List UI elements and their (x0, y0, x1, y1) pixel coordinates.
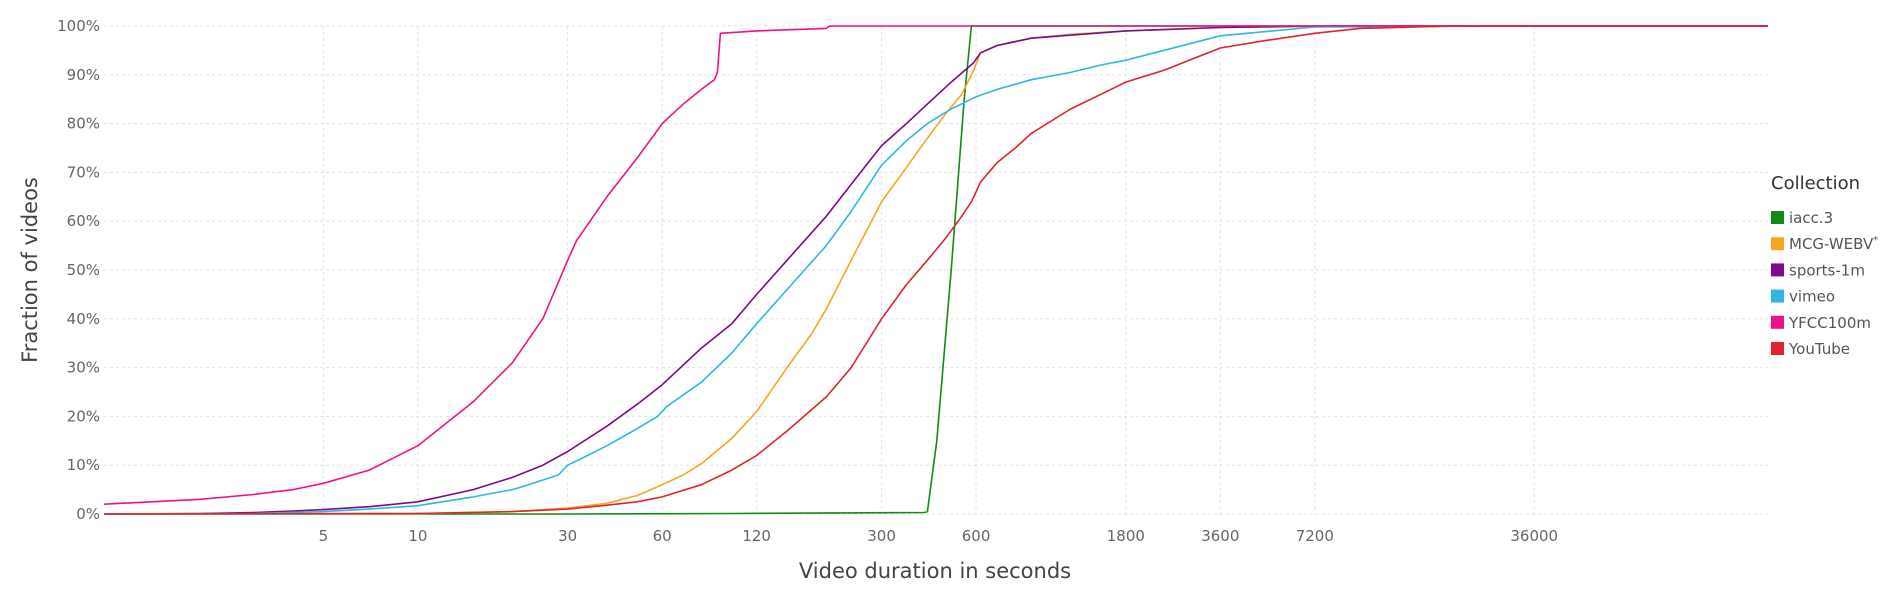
series-line-youtube (103, 25, 1768, 515)
x-tick-label: 7200 (1296, 527, 1334, 545)
x-tick-label: 5 (319, 527, 329, 545)
x-tick-label: 1800 (1107, 527, 1145, 545)
series-line-iacc-3 (104, 25, 1768, 515)
x-tick-label: 120 (742, 527, 771, 545)
legend-item-youtube: YouTube (1771, 340, 1850, 358)
legend-swatch (1771, 289, 1784, 303)
y-tick-label: 70% (67, 163, 100, 181)
series-line-sports-1m (103, 25, 1768, 515)
y-tick-label: 50% (67, 261, 100, 279)
legend-swatch (1771, 263, 1784, 277)
y-tick-label: 60% (67, 212, 100, 230)
legend-item-mcg-webv: MCG-WEBV* (1771, 235, 1878, 253)
legend-label: YFCC100m (1788, 314, 1871, 332)
x-tick-label: 300 (867, 527, 896, 545)
y-axis-ticks: 0% 10% 20% 30% 40% 50% 60% 70% 80% 90% 100% (57, 17, 100, 523)
legend-item-yfcc100m: YFCC100m (1771, 314, 1871, 332)
legend-swatch (1771, 315, 1784, 329)
y-tick-label: 100% (57, 17, 100, 35)
x-tick-label: 36000 (1510, 527, 1558, 545)
y-axis-title: Fraction of videos (18, 177, 42, 363)
legend-title: Collection (1771, 173, 1860, 194)
x-tick-label: 3600 (1201, 527, 1239, 545)
grid (104, 25, 1768, 515)
y-tick-label: 90% (67, 66, 100, 84)
series-line-vimeo (103, 25, 1768, 515)
legend-item-sports-1m: sports-1m (1771, 261, 1865, 279)
legend-label: vimeo (1789, 288, 1835, 306)
y-tick-label: 80% (67, 115, 100, 133)
x-tick-label: 10 (408, 527, 427, 545)
x-axis-title: Video duration in seconds (799, 559, 1071, 583)
x-tick-label: 60 (653, 527, 672, 545)
legend-label: MCG-WEBV* (1789, 235, 1878, 253)
legend-label: YouTube (1788, 340, 1850, 358)
series-line-yfcc100m (103, 25, 1768, 505)
series-lines (103, 25, 1768, 515)
y-tick-label: 30% (67, 359, 100, 377)
x-axis-ticks: 5 10 30 60 120 300 600 1800 3600 7200 36000 (319, 527, 1558, 545)
legend-item-iacc-3: iacc.3 (1771, 209, 1833, 227)
x-tick-label: 30 (558, 527, 577, 545)
legend-label: iacc.3 (1789, 209, 1833, 227)
legend: Collection iacc.3 MCG-WEBV* sports-1m vimeo… (1771, 173, 1878, 358)
legend-swatch (1771, 342, 1784, 355)
legend-swatch (1771, 211, 1784, 224)
legend-item-vimeo: vimeo (1771, 288, 1835, 306)
legend-swatch (1771, 237, 1784, 251)
legend-label: sports-1m (1789, 261, 1865, 279)
y-tick-label: 0% (76, 505, 100, 523)
y-tick-label: 10% (67, 456, 100, 474)
x-tick-label: 600 (962, 527, 991, 545)
y-tick-label: 20% (67, 407, 100, 425)
y-tick-label: 40% (67, 310, 100, 328)
